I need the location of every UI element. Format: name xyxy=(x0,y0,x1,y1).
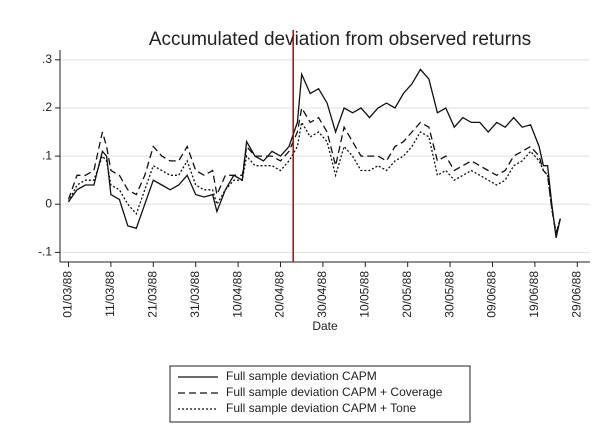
x-tick-label: 19/06/88 xyxy=(527,271,541,318)
x-tick-label: 11/03/88 xyxy=(103,271,117,317)
line-series xyxy=(67,106,561,234)
x-tick-label: 30/04/88 xyxy=(315,271,329,318)
x-axis-label: Date xyxy=(312,319,338,333)
x-tick-label: 01/03/88 xyxy=(61,271,75,318)
y-tick-label: 0 xyxy=(45,196,52,210)
legend-box xyxy=(169,365,471,423)
y-tick-label: -.1 xyxy=(38,245,52,259)
line-series xyxy=(67,120,561,234)
x-tick-label: 20/04/88 xyxy=(273,271,287,318)
line-series xyxy=(67,68,561,239)
x-tick-label: 10/05/88 xyxy=(357,271,371,318)
y-tick-label: .2 xyxy=(42,100,52,114)
chart-title: Accumulated deviation from observed retu… xyxy=(149,29,531,50)
x-tick-label: 30/05/88 xyxy=(442,271,456,318)
x-tick-label: 20/05/88 xyxy=(400,271,414,318)
x-tick-label: 09/06/88 xyxy=(485,271,499,318)
y-tick-label: .3 xyxy=(42,52,52,66)
y-tick-label: .1 xyxy=(42,148,52,162)
legend-label: Full sample deviation CAPM + Coverage xyxy=(226,385,443,399)
legend-label: Full sample deviation CAPM xyxy=(226,369,377,383)
legend-label: Full sample deviation CAPM + Tone xyxy=(226,401,417,415)
x-tick-label: 10/04/88 xyxy=(230,271,244,318)
x-tick-label: 29/06/88 xyxy=(569,271,583,318)
x-tick-label: 21/03/88 xyxy=(145,271,159,318)
x-tick-label: 31/03/88 xyxy=(188,271,202,318)
